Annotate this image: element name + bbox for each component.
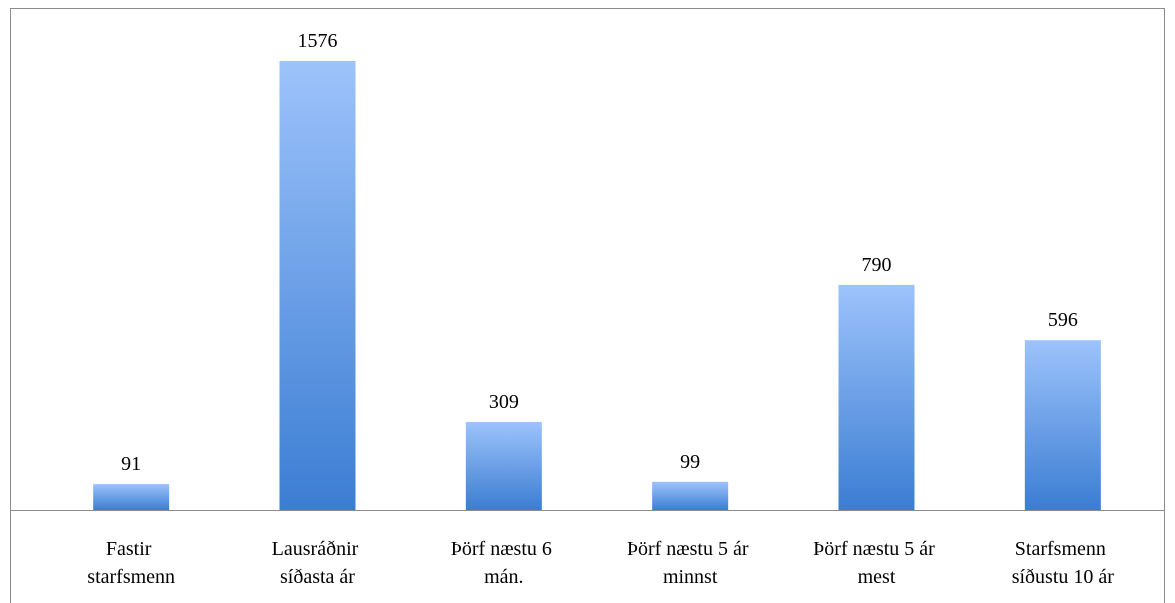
data-label: 99 (680, 451, 700, 473)
data-label: 596 (1048, 309, 1078, 331)
bar (465, 421, 542, 510)
x-tick-label: Þörf næstu 5 ár mest (813, 538, 940, 588)
chart-border (10, 8, 1165, 603)
bar (279, 61, 356, 510)
bar (838, 284, 915, 510)
bar (652, 481, 729, 510)
data-label: 91 (121, 453, 141, 475)
x-tick-label: Þörf næstu 6 mán. (451, 538, 557, 588)
bar (93, 484, 170, 510)
x-tick-label: Lausráðnir síðasta ár (272, 538, 364, 588)
x-tick-label: Þörf næstu 5 ár minnst (627, 538, 754, 588)
x-tick-label: Starfsmenn síðustu 10 ár (1012, 538, 1115, 588)
data-label: 1576 (298, 30, 338, 52)
x-tick-label: Fastir starfsmenn (87, 538, 175, 588)
bar (1024, 340, 1101, 510)
data-label: 309 (489, 391, 519, 413)
data-label: 790 (862, 254, 892, 276)
